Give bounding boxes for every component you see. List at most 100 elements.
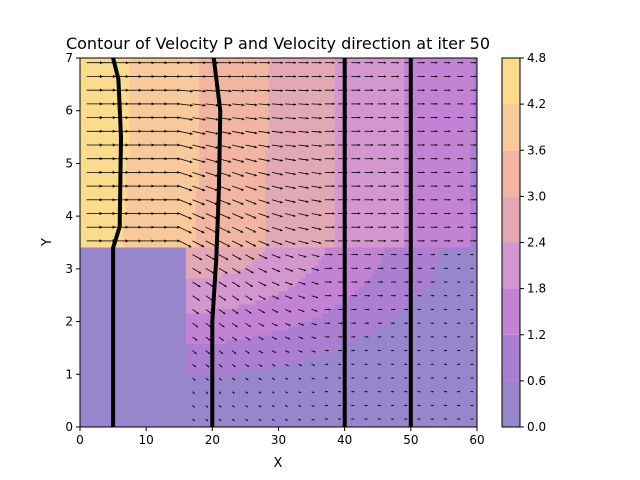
contour-cell bbox=[185, 260, 190, 266]
contour-cell bbox=[443, 233, 448, 239]
contour-cell bbox=[228, 145, 233, 151]
contour-cell bbox=[354, 202, 359, 208]
contour-cell bbox=[238, 260, 243, 266]
contour-cell bbox=[311, 286, 316, 292]
contour-cell bbox=[89, 145, 94, 151]
contour-cell bbox=[394, 264, 399, 270]
contour-cell bbox=[394, 172, 399, 178]
contour-cell bbox=[258, 141, 263, 147]
contour-cell bbox=[288, 207, 293, 213]
contour-cell bbox=[232, 312, 237, 318]
contour-cell bbox=[89, 220, 94, 226]
contour-cell bbox=[222, 246, 227, 252]
contour-cell bbox=[169, 185, 174, 191]
contour-cell bbox=[129, 198, 134, 204]
contour-cell bbox=[195, 194, 200, 200]
contour-cell bbox=[129, 229, 134, 235]
contour-cell bbox=[212, 198, 217, 204]
contour-cell bbox=[106, 145, 111, 151]
contour-cell bbox=[334, 299, 339, 305]
contour-cell bbox=[271, 356, 276, 362]
contour-cell bbox=[126, 242, 131, 248]
contour-cell bbox=[261, 308, 266, 314]
contour-cell bbox=[460, 216, 465, 222]
contour-cell bbox=[185, 365, 190, 371]
contour-cell bbox=[199, 347, 204, 353]
contour-cell bbox=[189, 352, 194, 358]
contour-cell bbox=[394, 242, 399, 248]
contour-cell bbox=[314, 242, 319, 248]
contour-cell bbox=[314, 299, 319, 305]
contour-cell bbox=[374, 304, 379, 309]
contour-cell bbox=[205, 167, 210, 173]
contour-cell bbox=[238, 202, 243, 208]
contour-cell bbox=[232, 181, 237, 186]
contour-cell bbox=[185, 159, 190, 165]
contour-cell bbox=[347, 194, 352, 200]
contour-cell bbox=[275, 189, 280, 195]
contour-cell bbox=[298, 260, 303, 266]
contour-cell bbox=[430, 167, 435, 173]
contour-cell bbox=[142, 229, 147, 235]
contour-cell bbox=[209, 246, 213, 252]
contour-cell bbox=[202, 268, 207, 274]
contour-cell bbox=[185, 317, 190, 323]
contour-cell bbox=[347, 255, 352, 261]
contour-cell bbox=[470, 141, 475, 147]
contour-cell bbox=[318, 312, 323, 318]
contour-cell bbox=[235, 347, 240, 353]
contour-cell bbox=[271, 334, 276, 340]
contour-cell bbox=[179, 181, 184, 186]
contour-cell bbox=[169, 167, 174, 173]
contour-cell bbox=[404, 141, 409, 147]
contour-cell bbox=[93, 172, 98, 178]
contour-cell bbox=[202, 325, 207, 331]
contour-cell bbox=[450, 224, 455, 230]
contour-cell bbox=[443, 194, 448, 200]
contour-cell bbox=[195, 308, 200, 314]
contour-cell bbox=[271, 264, 276, 270]
contour-cell bbox=[248, 189, 253, 195]
contour-cell bbox=[252, 238, 256, 244]
contour-cell bbox=[116, 167, 121, 173]
contour-cell bbox=[218, 369, 223, 375]
contour-cell bbox=[427, 229, 432, 235]
contour-cell bbox=[400, 216, 405, 222]
contour-cell bbox=[321, 216, 326, 222]
contour-cell bbox=[232, 268, 237, 274]
contour-cell bbox=[205, 312, 210, 318]
contour-cell bbox=[159, 159, 164, 165]
contour-cell bbox=[96, 128, 101, 134]
contour-cell bbox=[179, 189, 184, 195]
contour-cell bbox=[209, 159, 213, 165]
contour-cell bbox=[381, 176, 385, 182]
contour-cell bbox=[354, 277, 359, 283]
contour-cell bbox=[232, 260, 237, 266]
contour-cell bbox=[146, 132, 151, 138]
contour-cell bbox=[265, 163, 270, 169]
contour-cell bbox=[338, 246, 342, 252]
contour-cell bbox=[453, 163, 458, 169]
contour-cell bbox=[364, 128, 369, 134]
contour-cell bbox=[414, 264, 419, 270]
contour-cell bbox=[281, 260, 286, 266]
contour-cell bbox=[162, 137, 167, 143]
contour-cell bbox=[291, 194, 296, 200]
contour-cell bbox=[304, 347, 309, 353]
contour-cell bbox=[414, 172, 419, 178]
contour-cell bbox=[473, 229, 477, 235]
contour-cell bbox=[357, 172, 362, 178]
contour-cell bbox=[351, 220, 356, 226]
contour-cell bbox=[96, 202, 101, 208]
contour-cell bbox=[278, 211, 283, 217]
contour-cell bbox=[179, 202, 184, 208]
contour-cell bbox=[228, 308, 233, 314]
contour-cell bbox=[427, 132, 432, 138]
contour-cell bbox=[202, 194, 207, 200]
contour-cell bbox=[80, 176, 84, 182]
contour-cell bbox=[301, 343, 306, 349]
contour-cell bbox=[199, 369, 204, 375]
contour-cell bbox=[354, 317, 359, 323]
contour-cell bbox=[99, 141, 104, 147]
contour-cell bbox=[166, 176, 170, 182]
